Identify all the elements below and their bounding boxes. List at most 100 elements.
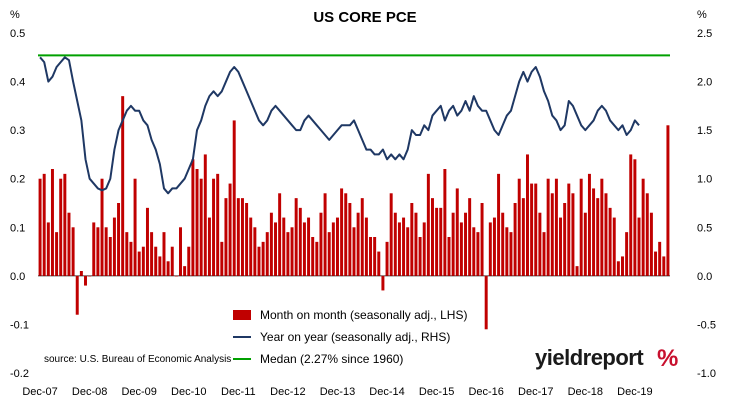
legend-label-yoy: Year on year (seasonally adj., RHS): [260, 330, 450, 344]
mom-bar: [133, 178, 137, 276]
mom-bar: [75, 275, 79, 315]
mom-bar: [583, 212, 587, 276]
mom-bar: [38, 178, 42, 276]
x-tick-label: Dec-10: [171, 386, 206, 398]
right-tick-label: -0.5: [697, 319, 716, 331]
mom-bar: [71, 227, 75, 276]
mom-bar: [117, 203, 121, 276]
mom-bar: [459, 222, 463, 276]
mom-bar: [356, 212, 360, 276]
mom-bar: [55, 232, 59, 276]
mom-bar: [625, 232, 629, 276]
mom-bar: [203, 154, 207, 276]
source-text: source: U.S. Bureau of Economic Analysis: [44, 354, 231, 365]
mom-bar: [125, 232, 129, 276]
mom-bar: [232, 120, 236, 276]
x-tick-label: Dec-09: [121, 386, 156, 398]
mom-bar: [621, 256, 624, 276]
mom-bar: [472, 227, 476, 276]
legend-label-median: Medan (2.27% since 1960): [260, 352, 403, 366]
mom-bar: [112, 217, 116, 276]
mom-bar: [422, 222, 426, 276]
mom-bar: [455, 188, 459, 276]
mom-bar: [96, 227, 100, 276]
mom-bar: [497, 173, 501, 276]
left-tick-label: 0.3: [10, 125, 25, 137]
mom-bar: [323, 193, 327, 276]
mom-bar: [42, 173, 46, 276]
mom-bar: [199, 178, 203, 276]
mom-bar: [278, 193, 282, 276]
mom-bar: [315, 241, 319, 276]
mom-bar: [220, 241, 224, 276]
mom-bar: [546, 178, 550, 276]
mom-bar: [526, 154, 529, 276]
mom-bar: [236, 198, 240, 276]
mom-bar: [534, 183, 538, 276]
mom-bar: [426, 173, 430, 276]
mom-bar: [393, 212, 397, 276]
mom-bar: [505, 227, 509, 276]
mom-bar: [166, 261, 170, 276]
mom-bar: [340, 188, 344, 276]
mom-bar: [435, 207, 439, 276]
left-tick-label: -0.2: [10, 368, 29, 380]
mom-bar: [654, 251, 658, 276]
mom-bar: [104, 227, 108, 276]
mom-bar: [170, 246, 174, 276]
mom-bar: [596, 198, 600, 276]
right-tick-label: 1.0: [697, 174, 712, 186]
right-tick-label: 2.0: [697, 77, 712, 89]
mom-bar: [571, 193, 575, 276]
mom-bar: [538, 212, 542, 276]
mom-bar: [649, 212, 653, 276]
mom-bar: [530, 183, 534, 276]
mom-bar: [612, 217, 616, 276]
chart-title: US CORE PCE: [313, 9, 416, 26]
mom-bar: [381, 275, 385, 291]
mom-bar: [554, 178, 558, 276]
mom-bar: [137, 251, 141, 276]
x-tick-label: Dec-11: [221, 386, 256, 398]
mom-bar: [179, 227, 182, 276]
mom-bar: [476, 232, 480, 276]
mom-bar: [257, 246, 261, 276]
left-axis-unit: %: [10, 9, 20, 21]
mom-bar: [269, 212, 273, 276]
mom-bar: [645, 193, 649, 276]
mom-bar: [389, 193, 393, 276]
mom-bar: [129, 241, 133, 276]
mom-bar: [559, 217, 563, 276]
mom-bar: [154, 246, 158, 276]
mom-bar: [364, 217, 368, 276]
mom-bar: [418, 237, 422, 276]
mom-bar: [253, 227, 257, 276]
mom-bar: [67, 212, 71, 276]
mom-bar: [327, 232, 331, 276]
mom-bar: [195, 169, 199, 276]
x-tick-label: Dec-07: [22, 386, 57, 398]
mom-bars: [38, 96, 670, 330]
mom-bar: [402, 217, 406, 276]
mom-bar: [439, 207, 443, 276]
mom-bar: [579, 178, 583, 276]
right-axis-ticks: 2.5 2.0 1.5 1.0 0.5 0.0 -0.5 -1.0: [697, 28, 716, 380]
mom-bar: [501, 212, 505, 276]
mom-bar: [84, 275, 87, 286]
mom-bar: [216, 173, 220, 276]
mom-bar: [542, 232, 546, 276]
mom-bar: [666, 125, 670, 276]
mom-bar: [50, 169, 54, 276]
right-axis-unit: %: [697, 9, 707, 21]
mom-bar: [265, 232, 269, 276]
mom-bar: [633, 159, 637, 276]
mom-bar: [662, 256, 666, 276]
right-tick-label: 2.5: [697, 28, 712, 40]
mom-bar: [319, 212, 323, 276]
right-tick-label: -1.0: [697, 368, 716, 380]
mom-bar: [311, 237, 315, 276]
legend-swatch-mom: [233, 310, 251, 320]
mom-bar: [464, 212, 468, 276]
mom-bar: [658, 241, 662, 276]
mom-bar: [79, 271, 83, 276]
